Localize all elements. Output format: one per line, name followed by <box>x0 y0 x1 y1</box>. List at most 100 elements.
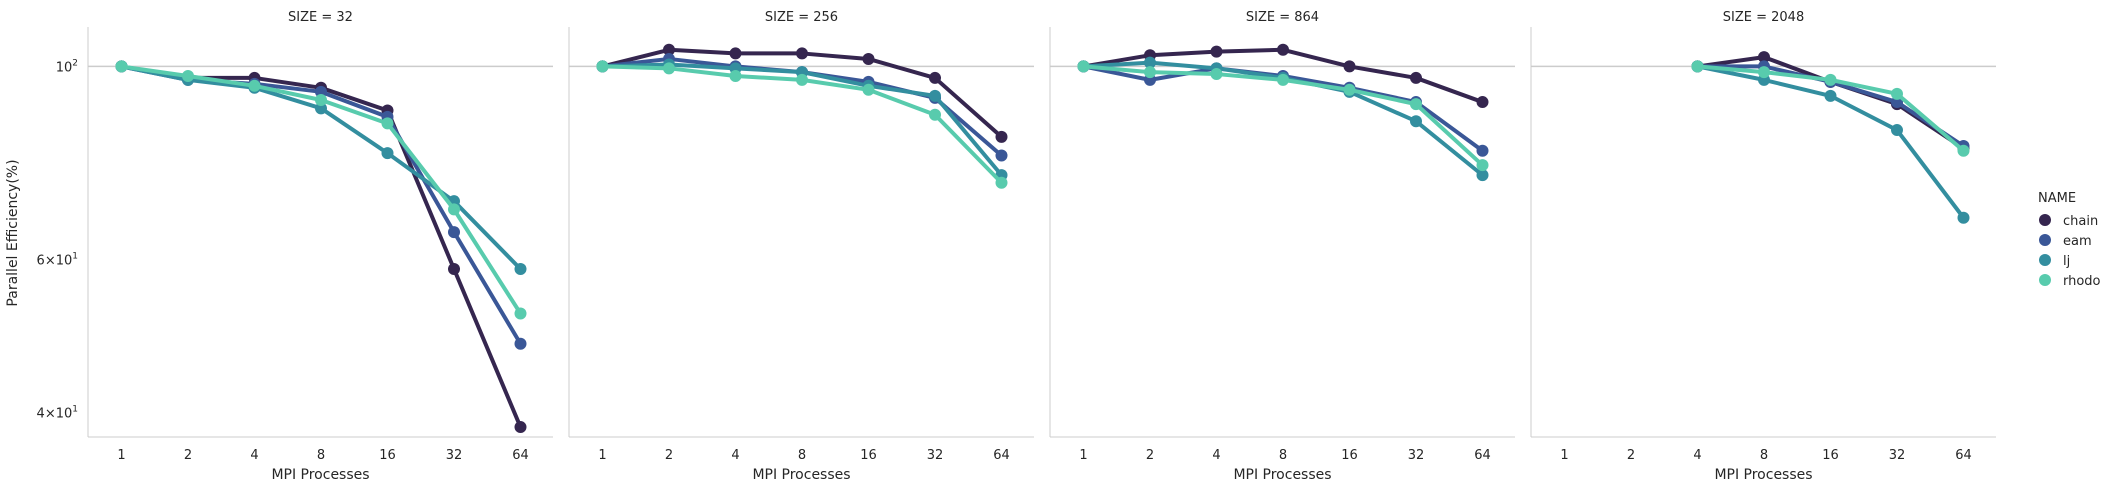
x-tick-label: 8 <box>798 448 806 463</box>
data-point-rhodo <box>796 73 808 86</box>
data-point-rhodo <box>663 62 675 75</box>
x-tick-label: 1 <box>598 448 606 463</box>
x-tick-label: 4 <box>1212 448 1220 463</box>
data-point-rhodo <box>248 79 261 92</box>
legend-marker-chain <box>2039 214 2051 226</box>
x-axis-label: MPI Processes <box>752 467 850 483</box>
data-point-lj <box>1476 169 1489 182</box>
data-point-rhodo <box>315 93 327 106</box>
x-axis-label: MPI Processes <box>1233 467 1331 483</box>
x-tick-label: 16 <box>860 448 877 463</box>
legend-marker-lj <box>2039 254 2051 266</box>
data-point-lj <box>1891 124 1903 137</box>
data-point-rhodo <box>995 176 1008 189</box>
series-rhodo <box>1077 60 1489 172</box>
x-tick-label: 8 <box>317 448 325 463</box>
facet-panel: SIZE = 2048 1 2 4 8 16 32 64 MPI Processes <box>1530 10 1996 483</box>
facet-title: SIZE = 864 <box>1246 10 1319 25</box>
legend-label-eam: eam <box>2063 234 2092 249</box>
series-rhodo <box>596 60 1008 189</box>
facet-panel: SIZE = 256 1 2 4 8 16 32 64 MPI Processes <box>568 10 1034 483</box>
data-point-chain <box>862 52 875 65</box>
legend-item-chain: chain <box>2039 214 2098 229</box>
series-line-lj <box>1695 64 1966 220</box>
x-tick-label: 4 <box>731 448 739 463</box>
legend-label-chain: chain <box>2063 214 2098 229</box>
x-tick-label: 8 <box>1760 448 1768 463</box>
legend-marker-rhodo <box>2039 274 2051 286</box>
data-point-lj <box>1410 115 1422 128</box>
series-rhodo <box>1691 60 1970 157</box>
legend-item-rhodo: rhodo <box>2039 274 2101 289</box>
y-tick-label: 4×101 <box>37 405 78 422</box>
data-point-rhodo <box>182 69 194 82</box>
facet-title: SIZE = 2048 <box>1723 10 1804 25</box>
legend-item-eam: eam <box>2039 234 2092 249</box>
x-tick-label: 64 <box>512 448 529 463</box>
facet-title: SIZE = 256 <box>765 10 838 25</box>
data-point-rhodo <box>1277 73 1289 86</box>
data-point-chain <box>1410 71 1422 84</box>
data-point-rhodo <box>1957 144 1970 157</box>
data-point-lj <box>929 89 941 102</box>
data-point-chain <box>1476 96 1489 109</box>
x-tick-label: 16 <box>1341 448 1358 463</box>
y-tick-times: ×10 <box>45 407 72 422</box>
data-point-rhodo <box>729 69 742 82</box>
x-axis-label: MPI Processes <box>1714 467 1812 483</box>
y-tick-exponent: 1 <box>72 251 78 261</box>
data-point-lj <box>1957 211 1970 224</box>
data-point-lj <box>315 102 327 115</box>
data-point-rhodo <box>1476 159 1489 172</box>
y-axis-label: Parallel Efficiency(%) <box>5 159 21 306</box>
x-tick-label: 1 <box>117 448 125 463</box>
legend-marker-eam <box>2039 234 2051 246</box>
x-tick-label: 2 <box>1627 448 1635 463</box>
data-point-rhodo <box>1210 68 1223 81</box>
x-tick-label: 64 <box>993 448 1010 463</box>
series-rhodo <box>115 60 527 320</box>
x-tick-label: 16 <box>379 448 396 463</box>
legend-label-lj: lj <box>2063 254 2070 269</box>
x-tick-label: 64 <box>1474 448 1491 463</box>
data-point-rhodo <box>1343 83 1356 96</box>
y-tick-base: 6 <box>37 253 45 268</box>
x-tick-label: 16 <box>1822 448 1839 463</box>
legend-item-lj: lj <box>2039 254 2070 269</box>
y-tick-label: 6×101 <box>37 251 78 268</box>
y-tick-label: 102 <box>56 58 78 75</box>
x-tick-label: 2 <box>665 448 673 463</box>
data-point-chain <box>929 71 941 84</box>
facet-panel: SIZE = 864 1 2 4 8 16 32 64 MPI Processes <box>1049 10 1515 483</box>
data-point-lj <box>381 147 394 160</box>
data-point-lj <box>514 262 527 275</box>
data-point-rhodo <box>1824 73 1837 86</box>
y-tick-base: 10 <box>56 60 73 75</box>
data-point-chain <box>995 130 1008 143</box>
data-point-chain <box>1343 60 1356 73</box>
data-point-eam <box>1891 96 1903 109</box>
x-tick-label: 32 <box>1408 448 1425 463</box>
x-tick-label: 1 <box>1560 448 1568 463</box>
x-tick-label: 2 <box>1146 448 1154 463</box>
x-tick-label: 32 <box>927 448 944 463</box>
legend-label-rhodo: rhodo <box>2063 274 2101 289</box>
data-point-rhodo <box>1891 87 1903 100</box>
data-point-lj <box>1824 89 1837 102</box>
x-tick-label: 1 <box>1079 448 1087 463</box>
data-point-rhodo <box>929 108 941 121</box>
data-point-chain <box>1210 45 1223 58</box>
legend: NAME chain eam lj rhodo <box>2038 191 2101 289</box>
data-point-rhodo <box>1758 66 1770 79</box>
data-point-rhodo <box>115 60 128 73</box>
data-point-chain <box>729 47 742 60</box>
data-point-rhodo <box>381 117 394 130</box>
x-tick-label: 2 <box>184 448 192 463</box>
data-point-chain <box>1277 43 1289 56</box>
data-point-chain <box>448 262 460 275</box>
data-point-chain <box>796 47 808 60</box>
legend-title: NAME <box>2038 191 2076 206</box>
